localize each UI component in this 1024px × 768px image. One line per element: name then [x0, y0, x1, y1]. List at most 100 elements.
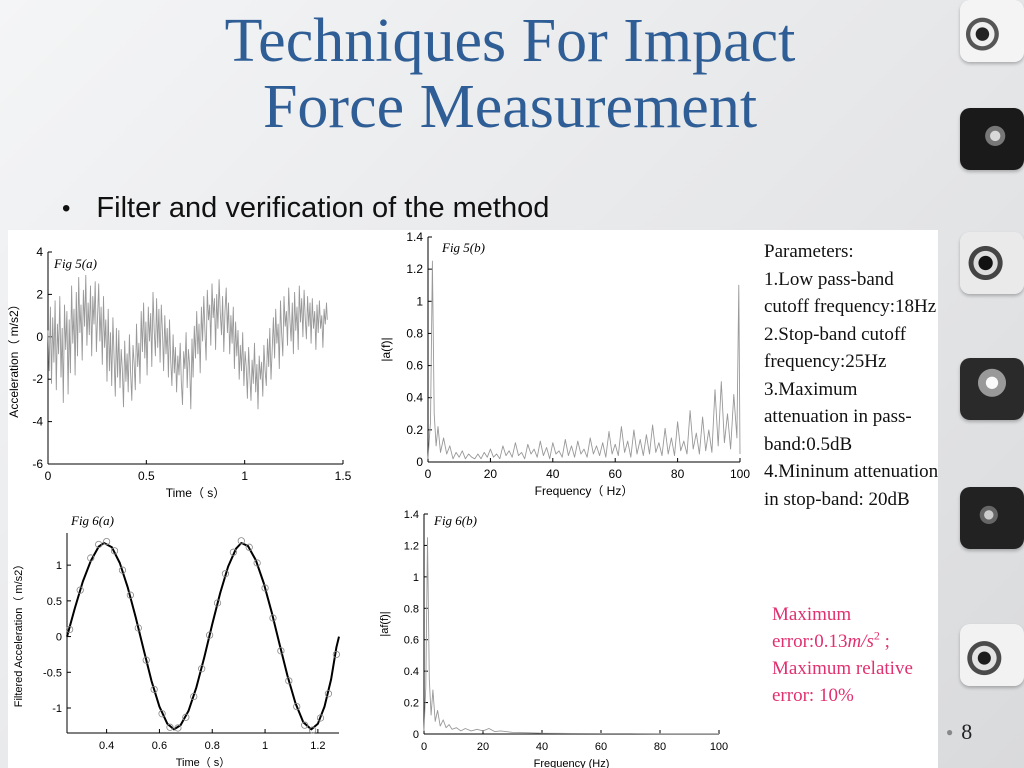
fig5b-y-tick-label: 0.6 [406, 359, 423, 373]
fig6a-x-label: Time（ s） [176, 756, 231, 768]
error-note: Maximum error:0.13m/s2 ; Maximum relativ… [772, 601, 932, 709]
fig6a-y-tick-label: -0.5 [43, 667, 62, 679]
fig6b-series-line [423, 537, 719, 735]
param-2: 2.Stop-band cutoff frequency:25Hz [764, 323, 907, 373]
wave-image [960, 358, 1024, 420]
fig6a-reference-point [110, 547, 119, 555]
fig5b-y-tick-label: 1.2 [406, 262, 423, 276]
fig6b-y-tick-label: 0.6 [404, 635, 419, 647]
fig6a-reference-point [118, 566, 127, 574]
fig6a-reference-point [95, 540, 103, 549]
fig6b-y-tick-label: 0.2 [404, 698, 419, 710]
swirl-image-3 [960, 624, 1024, 686]
fig6b-x-tick-label: 0 [421, 741, 427, 753]
fig5a-chart: 0 0.5 1 1.5 -6 -4 -2 0 2 4 Time（ s） Acceleration（ m… [7, 245, 352, 500]
error-line-2: Maximum relative error: 10% [772, 658, 913, 706]
fig6b-x-tick-label: 60 [595, 741, 607, 753]
fig6b-y-label: |af(f)| [379, 611, 391, 636]
fig5a-y-tick-label: 0 [36, 330, 43, 344]
fig5b-x-tick-label: 0 [425, 467, 432, 481]
fig6a-reference-point [142, 656, 150, 664]
fig6a-figure-label: Fig 6(a) [70, 513, 114, 528]
fig6a-reference-point [237, 537, 245, 545]
fig6a-x-tick-label: 1.2 [310, 740, 325, 752]
fig5a-series-line [47, 274, 328, 410]
params-heading: Parameters: [764, 241, 854, 262]
charts-svg: 0 0.5 1 1.5 -6 -4 -2 0 2 4 Time（ s） Acceleration（ m… [7, 230, 750, 768]
fig5a-x-tick-label: 1.5 [335, 469, 352, 483]
fig6a-x-tick-label: 1 [262, 740, 268, 752]
fig5b-series-line [427, 260, 741, 460]
fig6a-reference-point [324, 690, 333, 698]
fig6a-reference-point [87, 554, 95, 562]
fig6b-x-tick-label: 40 [536, 741, 548, 753]
fig5b-y-tick-label: 0 [416, 455, 423, 469]
fig5a-y-tick-label: -2 [32, 372, 43, 386]
fig6a-reference-point [293, 702, 301, 711]
fig6a-y-tick-label: -1 [52, 703, 62, 715]
fig5b-y-tick-label: 0.8 [406, 326, 423, 340]
error-line-1: Maximum error:0.13m/s2 ; [772, 604, 890, 652]
hummingbird-image-2 [960, 487, 1024, 549]
fig6a-x-tick-label: 0.8 [205, 740, 220, 752]
fig6a-chart: 0.4 0.6 0.8 1 1.2 -1 -0.5 0 0.5 1 Time（ s） Filtered… [12, 513, 340, 768]
fig6a-reference-point [103, 537, 111, 546]
fig6a-reference-point [277, 647, 285, 655]
fig5a-y-label: Acceleration（ m/s2） [7, 298, 21, 417]
fig6a-y-label: Filtered Acceleration（ m/s2） [12, 559, 25, 708]
fig5b-x-tick-label: 100 [730, 467, 750, 481]
fig6a-reference-point [301, 721, 309, 729]
bullet-dot: • [62, 194, 71, 222]
fig5b-x-tick-label: 80 [671, 467, 685, 481]
fig6a-reference-point [126, 591, 134, 599]
fig6a-y-tick-label: 0 [56, 632, 62, 644]
fig6b-x-tick-label: 80 [654, 741, 666, 753]
fig6a-reference-point [206, 631, 214, 639]
fig5b-y-tick-label: 0.4 [406, 391, 423, 405]
fig6a-reference-point [76, 586, 84, 594]
decorative-thumbnail-strip [958, 0, 1024, 768]
bullet-item: • Filter and verification of the method [62, 192, 549, 225]
parameters-block: Parameters: 1.Low pass-band cutoff frequ… [764, 238, 942, 513]
fig6a-reference-point [190, 692, 198, 701]
fig5a-y-tick-label: 4 [36, 245, 43, 259]
hummingbird-image-1 [960, 108, 1024, 170]
fig5a-y-tick-label: 2 [36, 287, 43, 301]
fig5b-chart: 0 20 40 60 80 100 0 0.2 0.4 0.6 0.8 1 1.2 1.4 Frequenc… [379, 230, 750, 498]
fig6a-x-tick-label: 0.4 [99, 740, 114, 752]
fig5b-x-label: Frequency（ Hz） [535, 484, 634, 498]
fig6b-chart: 0 20 40 60 80 100 0 0.2 0.4 0.6 0.8 1 1.2 1.4 Frequenc… [379, 509, 728, 768]
fig5a-x-tick-label: 1 [241, 469, 248, 483]
fig5b-x-tick-label: 40 [546, 467, 560, 481]
fig6a-reference-point [316, 714, 325, 722]
fig5a-x-tick-label: 0 [45, 469, 52, 483]
fig6b-y-tick-label: 0.4 [404, 666, 419, 678]
fig6a-reference-point [221, 570, 230, 578]
swirl-image-2 [960, 232, 1024, 294]
param-1: 1.Low pass-band cutoff frequency:18Hz [764, 268, 937, 318]
fig6a-reference-point [213, 599, 222, 607]
fig6b-y-tick-label: 1.2 [404, 540, 419, 552]
fig5b-y-tick-label: 1.4 [406, 230, 423, 244]
fig5a-x-tick-label: 0.5 [138, 469, 155, 483]
fig6a-y-tick-label: 1 [56, 560, 62, 572]
fig6b-y-tick-label: 1.4 [404, 509, 419, 521]
fig6a-reference-point [308, 726, 317, 734]
fig6b-y-tick-label: 0.8 [404, 603, 419, 615]
fig6a-reference-point [332, 650, 340, 659]
swirl-image-1 [960, 0, 1024, 62]
fig6a-series-line [66, 542, 340, 731]
fig6a-reference-point [134, 624, 142, 632]
fig6a-reference-point [174, 724, 182, 732]
figure-panel [8, 230, 938, 768]
param-4: 4.Mininum attenuation in stop-band: 20dB [764, 461, 939, 510]
bullet-text: Filter and verification of the method [96, 192, 550, 224]
page-number-text: 8 [961, 719, 973, 744]
fig6a-reference-point [269, 614, 277, 622]
fig6a-reference-point [229, 548, 237, 556]
fig5b-x-tick-label: 20 [484, 467, 498, 481]
fig6a-reference-point [150, 685, 158, 694]
title-line-2: Force Measurement [262, 73, 758, 141]
fig5a-y-tick-label: -6 [32, 457, 43, 471]
fig6a-reference-point [198, 665, 206, 673]
